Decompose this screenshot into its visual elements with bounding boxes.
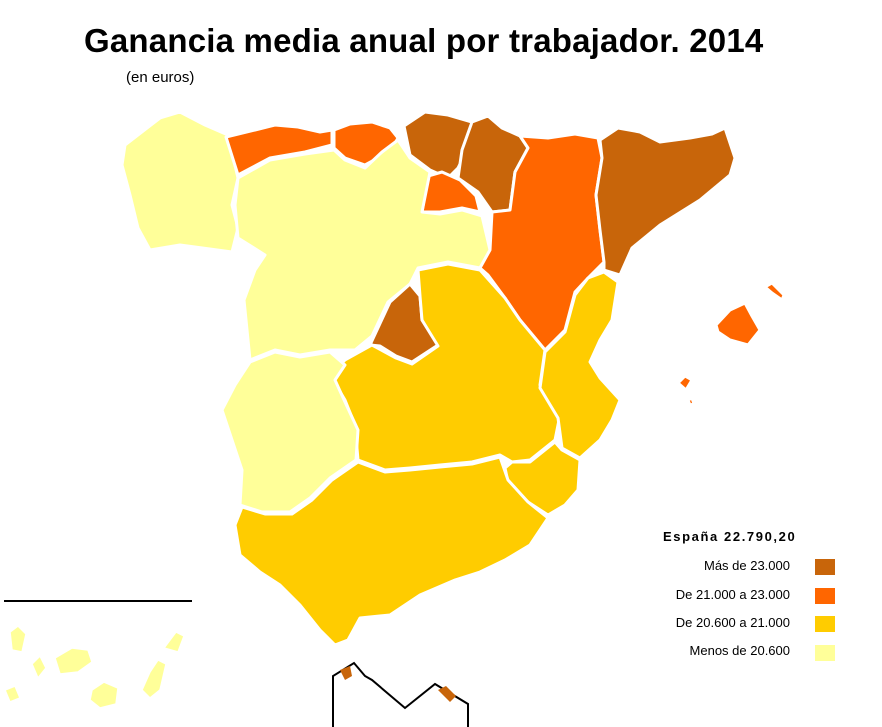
canarias-separator-line <box>4 600 192 602</box>
legend-label-mas-23000: Más de 23.000 <box>703 558 790 573</box>
region-castilla-leon[interactable] <box>233 138 492 362</box>
region-melilla[interactable] <box>438 686 456 702</box>
region-baleares-menorca[interactable] <box>763 281 786 302</box>
region-extremadura[interactable] <box>220 350 360 514</box>
legend-swatch-menos-20600 <box>815 645 835 661</box>
legend-swatch-mas-23000 <box>815 559 835 575</box>
region-castilla-la-mancha[interactable] <box>328 262 562 472</box>
region-baleares-formentera[interactable] <box>686 396 696 407</box>
legend-label-21000-23000: De 21.000 a 23.000 <box>675 587 790 602</box>
region-galicia[interactable] <box>120 110 240 254</box>
legend-label-menos-20600: Menos de 20.600 <box>689 643 790 658</box>
legend-swatch-20600-21000 <box>815 616 835 632</box>
region-baleares-ibiza[interactable] <box>676 374 694 392</box>
legend-label-20600-21000: De 20.600 a 21.000 <box>675 615 790 630</box>
region-cataluna[interactable] <box>594 126 737 277</box>
region-andalucia[interactable] <box>233 455 550 647</box>
legend-title: España 22.790,20 <box>663 529 797 544</box>
legend-swatch-21000-23000 <box>815 588 835 604</box>
region-valencia[interactable] <box>538 270 622 460</box>
region-asturias[interactable] <box>224 123 334 177</box>
map-title: Ganancia media anual por trabajador. 201… <box>84 22 764 59</box>
region-canarias[interactable] <box>4 625 185 709</box>
region-ceuta[interactable] <box>340 666 352 680</box>
region-baleares-mallorca[interactable] <box>714 301 762 347</box>
map-subtitle: (en euros) <box>126 69 195 86</box>
